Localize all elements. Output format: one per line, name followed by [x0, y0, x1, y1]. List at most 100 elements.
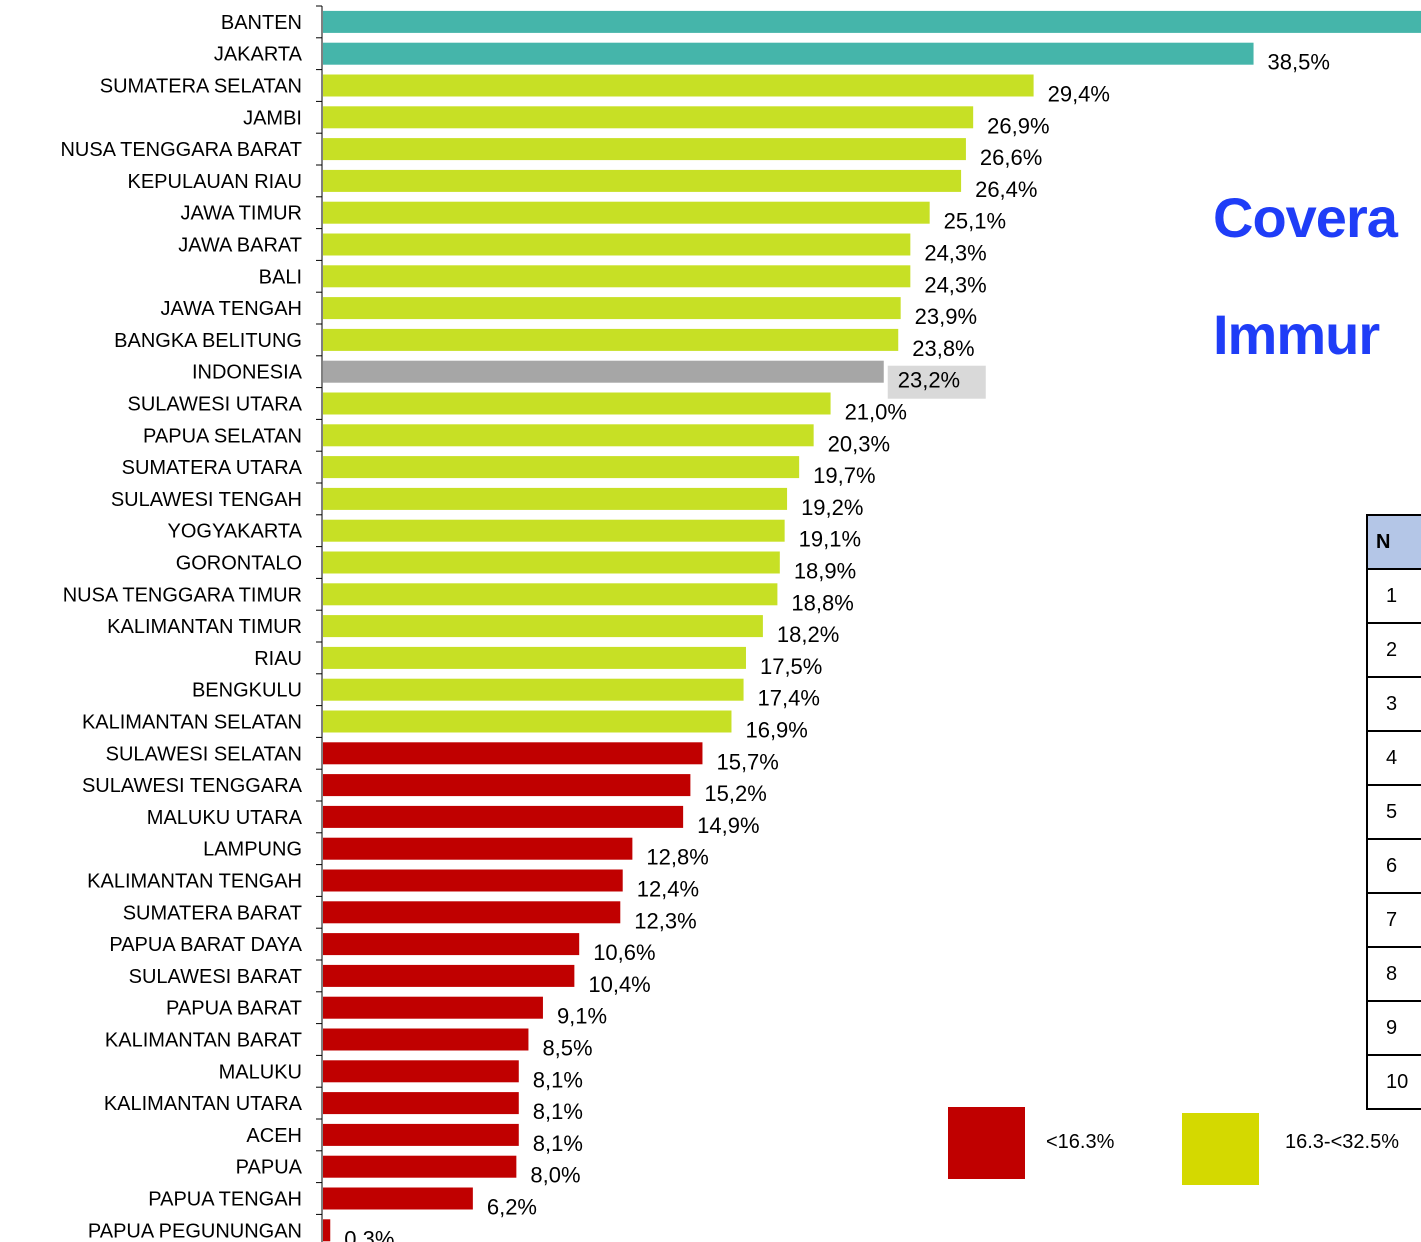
value-label: 10,4%: [588, 972, 650, 997]
category-label: BALI: [259, 266, 302, 288]
category-label: KEPULAUAN RIAU: [128, 171, 303, 193]
bar: [323, 360, 884, 383]
value-label: 20,3%: [828, 431, 890, 456]
bar: [323, 615, 763, 638]
value-label: 23,9%: [915, 304, 977, 329]
side-title-line1: Covera: [1213, 186, 1398, 249]
value-label: 18,8%: [791, 590, 853, 615]
rank-cell: 9: [1366, 1000, 1421, 1056]
bar: [323, 1060, 519, 1083]
value-label: 23,8%: [912, 336, 974, 361]
rank-table: N 1 2 3 4 5 6 7 8 9 10: [1366, 514, 1421, 1110]
bar: [323, 456, 800, 479]
bar: [323, 805, 684, 828]
bar: [323, 869, 623, 892]
rank-table-header: N: [1366, 514, 1421, 570]
value-label: 26,9%: [987, 113, 1049, 138]
table-row: 4: [1366, 730, 1421, 786]
value-label: 17,5%: [760, 654, 822, 679]
bar: [323, 678, 744, 701]
category-label: KALIMANTAN TENGAH: [87, 871, 302, 893]
value-label: 9,1%: [557, 1004, 607, 1029]
category-label: SULAWESI BARAT: [129, 966, 302, 988]
category-label: PAPUA: [236, 1157, 303, 1179]
value-label: 10,6%: [593, 940, 655, 965]
rank-cell: 5: [1366, 784, 1421, 840]
value-label: 8,0%: [530, 1163, 580, 1188]
value-label: 17,4%: [758, 686, 820, 711]
category-label: PAPUA PEGUNUNGAN: [88, 1220, 302, 1242]
value-label: 24,3%: [924, 272, 986, 297]
bar: [323, 1219, 331, 1242]
bar: [323, 138, 966, 161]
bar: [323, 1092, 519, 1115]
category-label: KALIMANTAN TIMUR: [107, 616, 302, 638]
value-label: 8,5%: [542, 1036, 592, 1061]
category-label: SULAWESI TENGGARA: [82, 775, 303, 797]
table-row: 6: [1366, 838, 1421, 894]
table-row: 7: [1366, 892, 1421, 948]
category-axis: [316, 5, 323, 1242]
value-label: 12,4%: [637, 877, 699, 902]
bar: [323, 837, 633, 860]
category-label: SUMATERA BARAT: [123, 902, 302, 924]
category-label: SUMATERA SELATAN: [100, 76, 302, 98]
bar: [323, 551, 780, 574]
table-row: 1: [1366, 568, 1421, 624]
value-label: 21,0%: [845, 400, 907, 425]
category-label: NUSA TENGGARA TIMUR: [63, 584, 302, 606]
value-label: 8,1%: [533, 1099, 583, 1124]
category-label: LAMPUNG: [203, 839, 302, 861]
value-label: 8,1%: [533, 1067, 583, 1092]
bar: [323, 710, 732, 733]
value-label: 8,1%: [533, 1131, 583, 1156]
bar: [323, 583, 778, 606]
category-label: PAPUA TENGAH: [148, 1189, 302, 1211]
value-label: 14,9%: [697, 813, 759, 838]
table-row: 9: [1366, 1000, 1421, 1056]
value-label: 6,2%: [487, 1195, 537, 1220]
category-label: PAPUA BARAT: [166, 998, 302, 1020]
legend-swatch-red: [948, 1107, 1025, 1179]
bar: [323, 933, 580, 956]
rank-cell: 10: [1366, 1054, 1421, 1110]
legend-label-red: <16.3%: [1046, 1131, 1115, 1153]
bar: [323, 233, 911, 256]
category-label: JAWA TIMUR: [181, 203, 302, 225]
category-labels: BANTEN JAKARTA SUMATERA SELATAN JAMBI NUSA T…: [60, 12, 302, 1242]
value-label: 18,2%: [777, 622, 839, 647]
bar: [323, 106, 974, 129]
table-row: 10: [1366, 1054, 1421, 1110]
category-label: SUMATERA UTARA: [122, 457, 303, 479]
value-label: 24,3%: [924, 241, 986, 266]
category-label: SULAWESI SELATAN: [106, 743, 302, 765]
category-label: KALIMANTAN SELATAN: [82, 712, 302, 734]
bar: [323, 742, 703, 765]
value-label: 12,8%: [646, 845, 708, 870]
bar: [323, 1028, 529, 1051]
category-label: MALUKU: [219, 1061, 302, 1083]
value-label: 23,2%: [898, 368, 960, 393]
value-label: 38,5%: [1268, 50, 1330, 75]
bar: [323, 519, 785, 542]
table-row: 5: [1366, 784, 1421, 840]
bar: [323, 201, 930, 224]
rank-cell: 7: [1366, 892, 1421, 948]
bar: [323, 487, 788, 510]
bar: [323, 297, 901, 320]
value-label: 26,4%: [975, 177, 1037, 202]
value-label: 15,7%: [716, 749, 778, 774]
value-label: 15,2%: [704, 781, 766, 806]
bar: [323, 964, 575, 987]
rank-cell: 6: [1366, 838, 1421, 894]
category-label: SULAWESI UTARA: [128, 394, 303, 416]
category-label: RIAU: [254, 648, 302, 670]
category-label: GORONTALO: [176, 553, 302, 575]
bar: [323, 265, 911, 288]
table-row: 2: [1366, 622, 1421, 678]
value-label: 19,7%: [813, 463, 875, 488]
value-label-highlight: [887, 365, 986, 399]
value-label: 29,4%: [1048, 82, 1110, 107]
value-label: 19,1%: [799, 527, 861, 552]
